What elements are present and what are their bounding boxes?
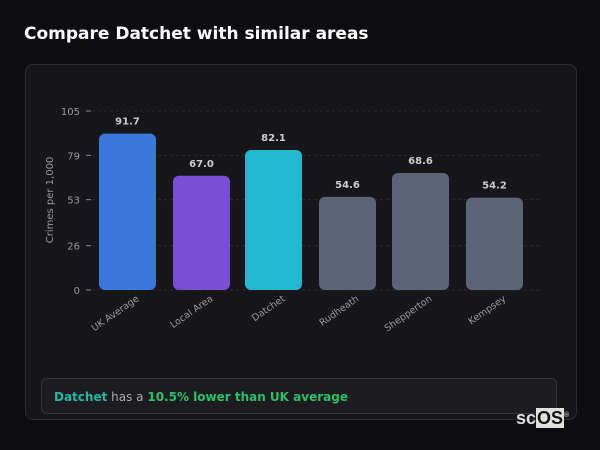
data-label: 54.6 — [335, 180, 360, 191]
y-tick-label: 0 — [74, 286, 80, 297]
insight-comparison: 10.5% lower than UK average — [147, 390, 348, 404]
page-title: Compare Datchet with similar areas — [24, 24, 369, 44]
bar-local-area — [173, 175, 230, 290]
y-axis-label: Crimes per 1,000 — [45, 157, 56, 244]
data-label: 91.7 — [115, 117, 140, 128]
y-tick-label: 26 — [67, 242, 80, 253]
x-tick-label: Rudheath — [317, 293, 361, 328]
bar-rudheath — [319, 196, 376, 290]
y-tick-label: 105 — [61, 107, 80, 118]
insight-area: Datchet — [54, 390, 108, 404]
y-tick-label: 53 — [67, 196, 80, 207]
bar-kempsey — [466, 197, 523, 290]
x-tick-label: Datchet — [250, 293, 287, 324]
x-tick-label: Kempsey — [466, 293, 508, 327]
data-label: 82.1 — [261, 133, 286, 144]
scos-logo: scOS® — [516, 408, 570, 428]
data-label: 67.0 — [189, 159, 214, 170]
x-tick-label: Shepperton — [383, 293, 435, 334]
bar-datchet — [245, 150, 302, 290]
data-label: 68.6 — [408, 156, 433, 167]
y-tick-label: 79 — [67, 151, 80, 162]
insight-box: Datchet has a 10.5% lower than UK averag… — [41, 378, 557, 414]
bar-shepperton — [392, 173, 449, 290]
bar-uk-average — [99, 133, 156, 290]
x-tick-label: UK Average — [90, 293, 142, 334]
insight-text: has a — [107, 390, 148, 404]
data-label: 54.2 — [482, 181, 507, 192]
x-tick-label: Local Area — [168, 293, 215, 330]
